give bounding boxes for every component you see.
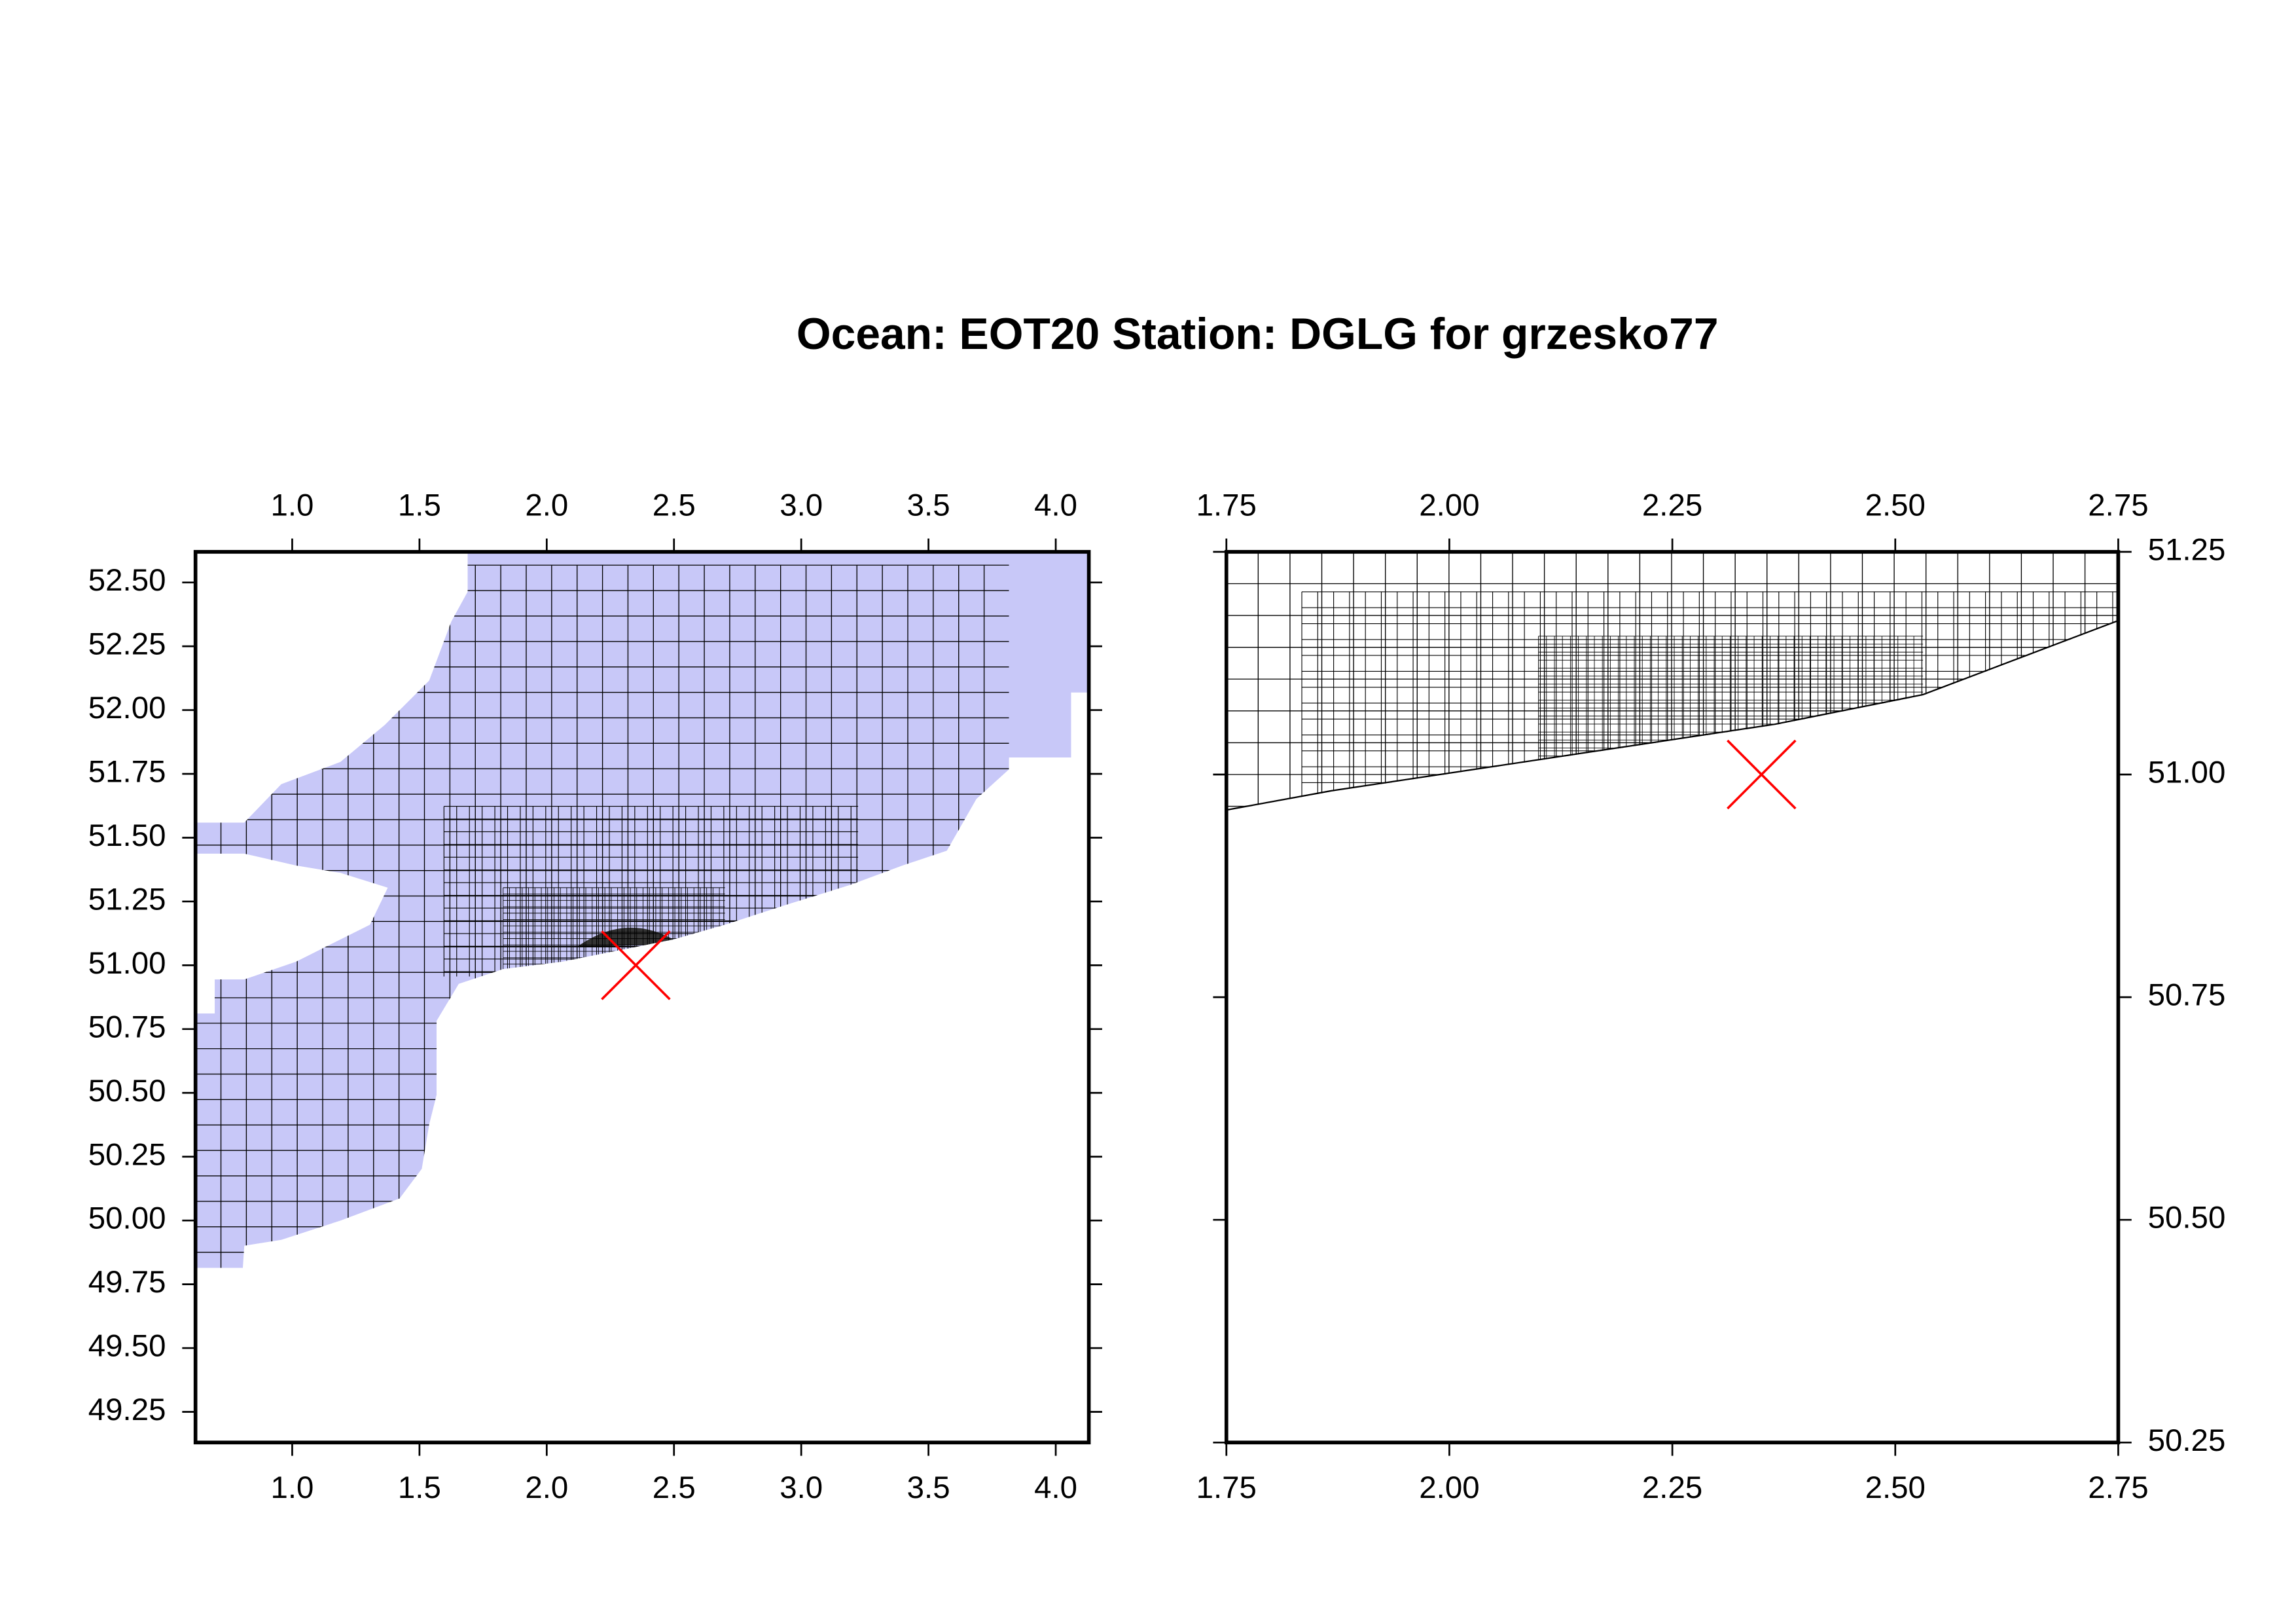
station-marker [601,930,671,1000]
x-tick-label: 1.5 [398,1470,441,1505]
x-tick-label: 2.5 [653,1470,696,1505]
y-tick-label: 52.00 [88,691,166,725]
y-tick-label: 51.00 [2148,756,2226,790]
y-tick-label: 51.50 [88,818,166,853]
plot-frame [193,550,1091,1445]
y-tick-label: 51.25 [2148,532,2226,567]
x-tick-label: 2.75 [2088,488,2148,523]
y-tick-label: 51.75 [88,755,166,790]
x-tick-label: 2.0 [525,488,568,523]
x-tick-label: 2.75 [2088,1470,2148,1505]
mesh [195,551,1089,1268]
x-tick-label: 2.00 [1419,488,1479,523]
y-tick-label: 49.50 [88,1329,166,1364]
title: Ocean: EOT20 Station: DGLG for grzesko77 [797,310,1719,359]
x-tick-label: 2.25 [1642,1470,1702,1505]
x-tick-label: 2.25 [1642,488,1702,523]
y-tick-label: 50.00 [88,1201,166,1236]
station-marker [1727,739,1797,810]
coastline [1226,620,2119,811]
y-tick-label: 50.25 [88,1137,166,1172]
mesh [1226,551,2119,811]
mesh-block [1009,551,1089,759]
x-tick-label: 1.5 [398,488,441,523]
x-tick-label: 2.50 [1865,488,1926,523]
x-tick-label: 2.5 [653,488,696,523]
x-tick-label: 3.0 [780,488,823,523]
x-tick-label: 1.75 [1196,1470,1257,1505]
x-tick-label: 4.0 [1034,488,1077,523]
plot-frame [1224,550,2121,1445]
x-tick-label: 1.75 [1196,488,1257,523]
x-tick-label: 3.5 [907,488,950,523]
y-tick-label: 49.25 [88,1393,166,1427]
x-tick-label: 4.0 [1034,1470,1077,1505]
x-tick-label: 1.0 [270,488,314,523]
y-tick-label: 50.75 [2148,978,2226,1013]
x-tick-label: 1.0 [270,1470,314,1505]
x-tick-label: 2.00 [1419,1470,1479,1505]
x-tick-label: 2.0 [525,1470,568,1505]
y-tick-label: 51.00 [88,946,166,981]
y-tick-label: 52.50 [88,563,166,598]
y-tick-label: 52.25 [88,627,166,662]
y-tick-label: 50.50 [2148,1201,2226,1235]
x-tick-label: 3.5 [907,1470,950,1505]
x-tick-label: 3.0 [780,1470,823,1505]
y-tick-label: 50.25 [2148,1423,2226,1458]
y-tick-label: 50.75 [88,1010,166,1044]
x-tick-label: 2.50 [1865,1470,1926,1505]
y-tick-label: 49.75 [88,1265,166,1300]
y-tick-label: 51.25 [88,882,166,917]
y-tick-label: 50.50 [88,1074,166,1108]
mesh-lines [1301,591,2119,811]
